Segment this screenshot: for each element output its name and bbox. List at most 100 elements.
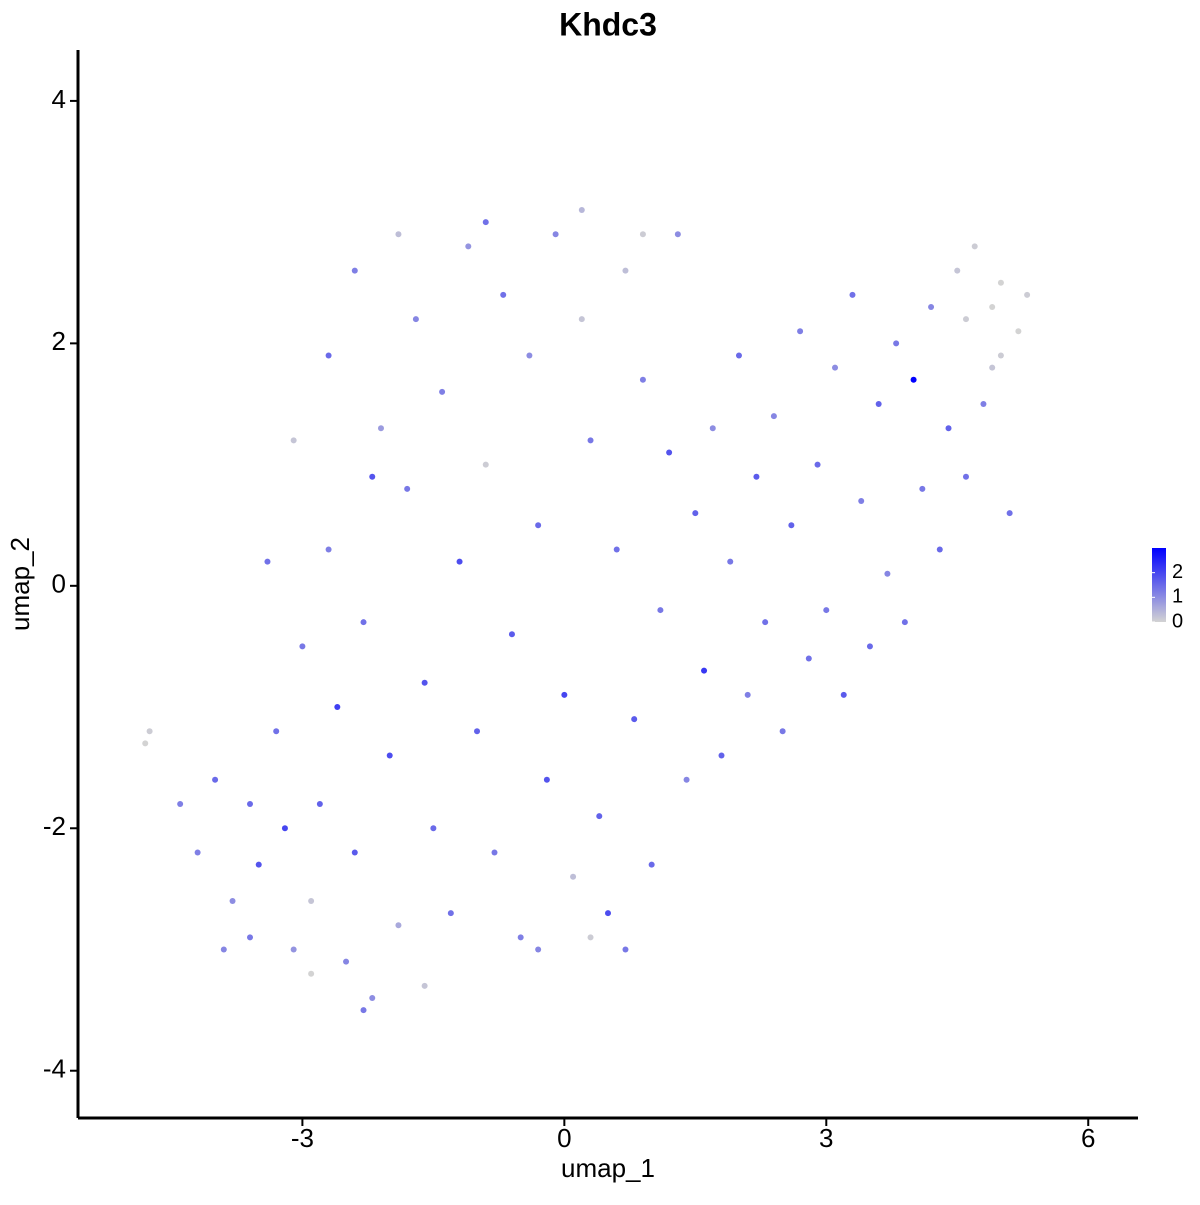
point bbox=[316, 801, 323, 808]
point bbox=[779, 728, 786, 735]
point bbox=[561, 691, 568, 698]
point bbox=[744, 691, 751, 698]
point bbox=[491, 849, 498, 856]
point bbox=[709, 425, 716, 432]
y-tick-label: -2 bbox=[43, 811, 66, 841]
point bbox=[788, 522, 795, 529]
point bbox=[770, 413, 777, 420]
point bbox=[639, 376, 646, 383]
chart-title: Khdc3 bbox=[559, 6, 657, 42]
point bbox=[334, 704, 341, 711]
point bbox=[299, 643, 306, 650]
point bbox=[526, 352, 533, 359]
point bbox=[840, 691, 847, 698]
point bbox=[866, 643, 873, 650]
point bbox=[412, 316, 419, 323]
point bbox=[220, 946, 227, 953]
point bbox=[805, 655, 812, 662]
point bbox=[395, 231, 402, 238]
point bbox=[980, 400, 987, 407]
x-axis-title: umap_1 bbox=[561, 1153, 655, 1183]
point bbox=[936, 546, 943, 553]
point bbox=[439, 388, 446, 395]
point bbox=[273, 728, 280, 735]
point bbox=[386, 752, 393, 759]
point bbox=[421, 982, 428, 989]
point bbox=[255, 861, 262, 868]
point bbox=[1024, 291, 1031, 298]
point bbox=[858, 497, 865, 504]
point bbox=[517, 934, 524, 941]
point bbox=[290, 946, 297, 953]
colorbar-label: 1 bbox=[1172, 586, 1183, 608]
colorbar-label: 0 bbox=[1172, 610, 1183, 632]
point bbox=[325, 546, 332, 553]
point bbox=[893, 340, 900, 347]
x-tick-label: 0 bbox=[557, 1123, 571, 1153]
point bbox=[308, 898, 315, 905]
point bbox=[962, 473, 969, 480]
point bbox=[500, 291, 507, 298]
point bbox=[482, 219, 489, 226]
point bbox=[247, 934, 254, 941]
x-tick-label: 6 bbox=[1081, 1123, 1095, 1153]
y-tick-label: -4 bbox=[43, 1054, 66, 1084]
point bbox=[229, 898, 236, 905]
point bbox=[849, 291, 856, 298]
point bbox=[718, 752, 725, 759]
y-tick-label: 4 bbox=[52, 84, 66, 114]
point bbox=[997, 352, 1004, 359]
point bbox=[910, 376, 917, 383]
point bbox=[735, 352, 742, 359]
point bbox=[613, 546, 620, 553]
point bbox=[884, 570, 891, 577]
point bbox=[919, 485, 926, 492]
point bbox=[508, 631, 515, 638]
point bbox=[945, 425, 952, 432]
x-tick-label: -3 bbox=[291, 1123, 314, 1153]
point bbox=[753, 473, 760, 480]
point bbox=[369, 994, 376, 1001]
point bbox=[360, 619, 367, 626]
point bbox=[797, 328, 804, 335]
point bbox=[351, 267, 358, 274]
point bbox=[823, 607, 830, 614]
point bbox=[587, 437, 594, 444]
colorbar-label: 2 bbox=[1172, 561, 1183, 583]
point bbox=[142, 740, 149, 747]
point bbox=[264, 558, 271, 565]
point bbox=[971, 243, 978, 250]
point bbox=[701, 667, 708, 674]
point bbox=[631, 716, 638, 723]
point bbox=[351, 849, 358, 856]
point bbox=[474, 728, 481, 735]
colorbar bbox=[1152, 548, 1166, 622]
point bbox=[247, 801, 254, 808]
point bbox=[989, 364, 996, 371]
point bbox=[727, 558, 734, 565]
point bbox=[281, 825, 288, 832]
point bbox=[421, 679, 428, 686]
point bbox=[456, 558, 463, 565]
point bbox=[762, 619, 769, 626]
point bbox=[325, 352, 332, 359]
y-tick-label: 2 bbox=[52, 326, 66, 356]
y-tick-label: 0 bbox=[52, 569, 66, 599]
point bbox=[482, 461, 489, 468]
point bbox=[146, 728, 153, 735]
point bbox=[674, 231, 681, 238]
point bbox=[657, 607, 664, 614]
y-axis-title: umap_2 bbox=[5, 537, 35, 631]
x-tick-label: 3 bbox=[819, 1123, 833, 1153]
point bbox=[622, 267, 629, 274]
point bbox=[377, 425, 384, 432]
point bbox=[997, 279, 1004, 286]
point bbox=[343, 958, 350, 965]
point bbox=[587, 934, 594, 941]
point bbox=[901, 619, 908, 626]
point bbox=[447, 910, 454, 917]
point bbox=[596, 813, 603, 820]
point bbox=[395, 922, 402, 929]
point bbox=[814, 461, 821, 468]
